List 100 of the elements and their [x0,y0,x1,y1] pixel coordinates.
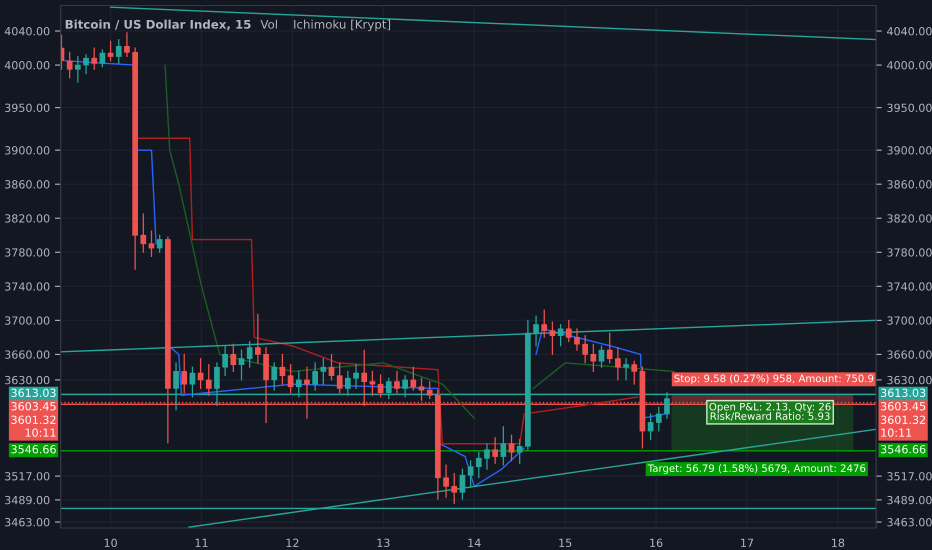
candlestick [156,234,163,253]
x-tick-label: 10 [104,538,117,548]
candlestick [108,40,114,62]
candlestick [100,49,106,68]
candlestick [181,354,188,394]
y-tick-label: 3700.00 [5,316,50,325]
y2-tick-label: 3463.00 [887,518,932,526]
candlestick [353,364,359,390]
y2-tick-label: 4000.00 [887,61,932,70]
y2-tick-label: 3780.00 [887,248,932,257]
text: 3603.45 [11,402,56,410]
y-tick-label: 3820.00 [5,214,50,223]
x-tick-label: 12 [286,538,298,547]
y2-tick-label: 3660.00 [887,350,932,359]
candlestick [656,406,662,432]
y2-tick-label: 3950.00 [887,104,932,112]
candlestick [476,452,482,478]
candlestick [312,362,318,391]
x-tick-label: 18 [832,538,844,548]
y-tick-label: 3900.00 [5,146,50,155]
y-tick-label: 3740.00 [5,282,50,291]
candlestick [83,54,89,74]
annotation: Open P&L: 2.13, Qty: 26 Risk/Reward Ratio: 5.93 [709,402,831,421]
x-tick-label: 11 [196,538,208,547]
candlestick [75,56,81,83]
y-tick-label: 3860.00 [5,180,50,189]
y-tick-label: 3630.00 [5,376,50,384]
y-tick-label: 4000.00 [4,61,50,70]
candlestick [116,38,122,64]
candlestick [541,310,548,338]
candlestick [615,346,621,381]
y-tick-label: 3950.00 [5,104,50,112]
ref-line-label: 3546.66 [11,445,56,454]
candlestick [550,321,556,356]
ref-line-label: 3603.45 [881,402,926,410]
candlestick [328,354,334,381]
candlestick [91,47,98,70]
candlestick [230,344,236,372]
y2-tick-label: 3489.00 [887,496,932,504]
candlestick [271,362,278,391]
candlestick [206,364,212,396]
candlestick [631,360,638,385]
candlestick [566,320,572,342]
candlestick [443,464,449,498]
candlestick [238,350,244,381]
y-tick-label: 3660.00 [5,350,50,359]
candlestick [394,370,400,394]
ref-line-label: 3613.03 [881,388,926,397]
text: 3546.66 [881,445,926,454]
y-tick-label: 3780.00 [5,248,50,257]
x-tick-label: 15 [559,538,572,548]
candlestick [623,358,629,381]
candlestick [66,52,73,78]
y-tick-label: 3517.00 [5,472,50,480]
annotation: Ichimoku [Krypt] [294,20,390,32]
candlestick [336,362,343,394]
text: 3601.32 10:11 [11,416,56,437]
candlestick [648,413,654,440]
x-tick-label: 17 [741,538,754,547]
candlestick [574,328,580,351]
y2-tick-label: 3740.00 [887,282,932,291]
legend-label: 3601.32 10:11 [881,416,925,437]
candlestick [558,324,564,347]
candlestick [255,314,261,364]
candlestick [492,437,498,464]
annotation: Target: 56.79 (1.58%) 5679, Amount: 2476 [648,464,866,474]
y-tick-label: 4040.00 [4,27,50,36]
candlestick [484,443,490,470]
candlestick [370,370,376,396]
x-tick-label: 16 [650,538,662,548]
text: Bitcoin / US Dollar Index, 15 [66,20,251,30]
candlestick [198,358,204,390]
y2-tick-label: 3820.00 [887,214,932,223]
y-tick-label: 3463.00 [5,518,50,526]
candlestick [288,364,294,394]
line-series [137,138,639,444]
text: 3613.03 [11,388,56,397]
candlestick [378,374,384,398]
candlestick [451,472,458,504]
candlestick [582,335,588,364]
y2-tick-label: 3630.00 [887,376,932,384]
candlestick [590,344,596,372]
candlestick [500,426,506,466]
annotation: Vol [260,20,277,29]
candlestick [320,358,326,385]
candlestick [410,366,416,391]
x-tick-label: 14 [468,538,481,547]
candlestick [460,468,466,500]
y2-tick-label: 3900.00 [887,146,932,155]
candlestick [508,434,514,462]
candlestick [280,354,286,385]
y2-tick-label: 3700.00 [887,316,932,325]
candlestick [148,230,154,258]
candlestick [468,460,474,487]
candlestick [140,213,146,253]
y-tick-label: 3489.00 [5,496,50,504]
annotation: Stop: 9.58 (0.27%) 958, Amount: 750.9 [674,374,874,384]
y2-tick-label: 3517.00 [887,472,932,480]
candlestick [598,345,604,368]
y2-tick-label: 4040.00 [887,27,932,36]
